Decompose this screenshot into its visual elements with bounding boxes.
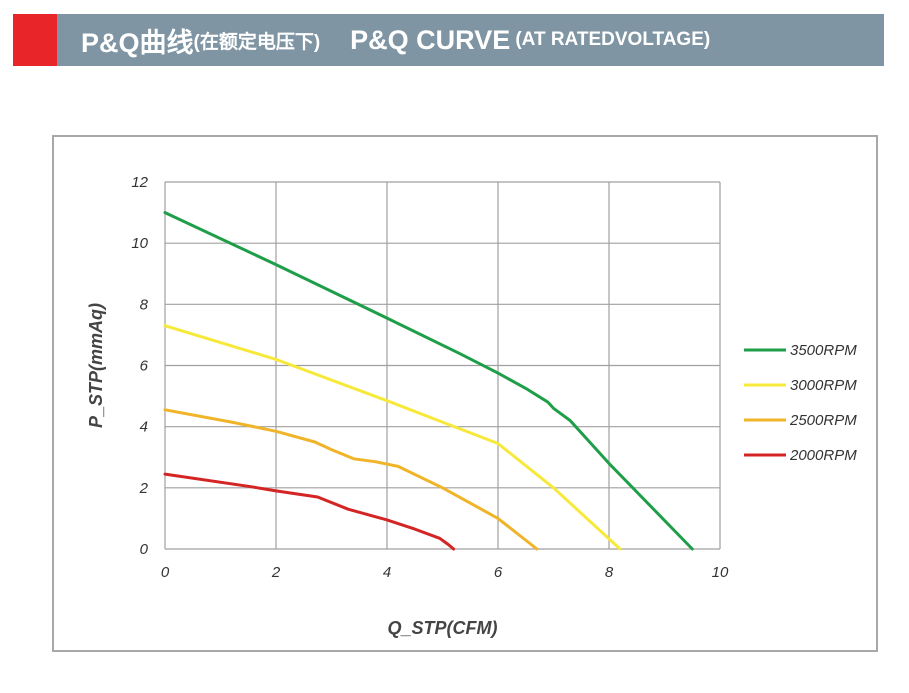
y-tick-label: 4: [140, 419, 148, 436]
y-tick-label: 10: [131, 235, 148, 252]
series-line-3000rpm: [163, 324, 622, 551]
legend-label-3500rpm: 3500RPM: [790, 342, 857, 359]
y-tick-label: 2: [139, 480, 149, 497]
x-tick-label: 4: [383, 564, 391, 581]
x-tick-label: 6: [494, 564, 503, 581]
series-line-2000rpm: [163, 472, 456, 551]
x-tick-label: 0: [161, 564, 170, 581]
title-cn: P&Q曲线: [81, 27, 194, 58]
series-line-2500rpm: [163, 408, 539, 551]
x-tick-label: 10: [712, 564, 729, 581]
x-axis-title: Q_STP(CFM): [388, 618, 498, 638]
header-accent-block: [13, 14, 57, 66]
y-tick-label: 8: [140, 296, 149, 313]
title-en-note: (AT RATEDVOLTAGE): [515, 29, 711, 50]
title-cn-note: (在额定电压下): [193, 31, 321, 53]
legend-label-2500rpm: 2500RPM: [789, 412, 857, 429]
y-axis-title: P_STP(mmAq): [86, 303, 106, 428]
x-tick-label: 8: [605, 564, 614, 581]
legend-label-2000rpm: 2000RPM: [789, 447, 857, 464]
y-tick-label: 6: [140, 358, 149, 375]
series-line-3500rpm: [163, 211, 694, 551]
header-bar: P&Q曲线 (在额定电压下) P&Q CURVE (AT RATEDVOLTAGE…: [57, 14, 884, 66]
y-tick-label: 12: [131, 174, 148, 191]
y-tick-label: 0: [140, 541, 149, 558]
chart-frame: 0 2 4 6 8 10 0 2 4 6 8 10 12 Q_STP(CFM) P_STP(mmAq) 350…: [52, 135, 878, 652]
legend-label-3000rpm: 3000RPM: [790, 377, 857, 394]
pq-chart: 0 2 4 6 8 10 0 2 4 6 8 10 12 Q_STP(CFM) P_STP(mmAq) 350…: [86, 174, 857, 638]
x-tick-label: 2: [271, 564, 281, 581]
title-en: P&Q CURVE: [350, 24, 511, 55]
